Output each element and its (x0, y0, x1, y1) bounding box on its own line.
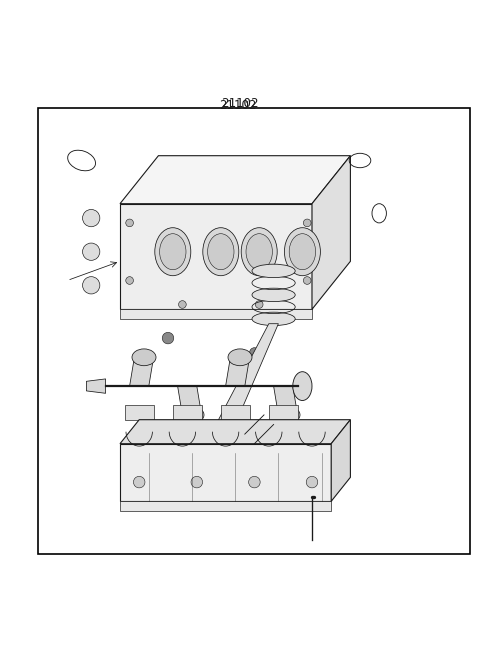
Polygon shape (269, 405, 298, 420)
Text: 21102: 21102 (219, 99, 256, 112)
Circle shape (162, 332, 174, 344)
Polygon shape (331, 420, 350, 501)
Polygon shape (120, 443, 331, 501)
Circle shape (83, 277, 100, 294)
Polygon shape (86, 379, 106, 394)
Circle shape (303, 277, 311, 284)
Ellipse shape (252, 288, 295, 302)
Polygon shape (130, 357, 154, 386)
Ellipse shape (276, 407, 300, 423)
Polygon shape (120, 156, 350, 204)
Polygon shape (120, 309, 312, 319)
Circle shape (179, 301, 186, 308)
Polygon shape (120, 420, 350, 443)
Polygon shape (173, 405, 202, 420)
Polygon shape (226, 357, 250, 386)
Ellipse shape (211, 420, 240, 439)
Circle shape (133, 476, 145, 488)
Text: 21102: 21102 (221, 97, 259, 110)
Ellipse shape (252, 312, 295, 326)
Circle shape (83, 243, 100, 260)
Polygon shape (274, 386, 298, 415)
Polygon shape (120, 204, 312, 309)
Ellipse shape (132, 349, 156, 366)
Ellipse shape (252, 264, 295, 278)
Circle shape (83, 210, 100, 227)
Ellipse shape (207, 234, 234, 270)
Ellipse shape (159, 234, 186, 270)
Ellipse shape (246, 234, 273, 270)
Polygon shape (120, 501, 331, 511)
Ellipse shape (241, 228, 277, 276)
Ellipse shape (203, 228, 239, 276)
Circle shape (306, 476, 318, 488)
Circle shape (191, 476, 203, 488)
Ellipse shape (293, 372, 312, 401)
Polygon shape (312, 156, 350, 309)
Circle shape (126, 277, 133, 284)
Circle shape (249, 476, 260, 488)
Polygon shape (216, 324, 278, 424)
Circle shape (255, 301, 263, 308)
Ellipse shape (228, 349, 252, 366)
Ellipse shape (289, 234, 316, 270)
Circle shape (250, 348, 259, 357)
Polygon shape (178, 386, 202, 415)
Polygon shape (221, 405, 250, 420)
Ellipse shape (155, 228, 191, 276)
Ellipse shape (180, 407, 204, 423)
Circle shape (303, 219, 311, 227)
Circle shape (126, 219, 133, 227)
Polygon shape (125, 405, 154, 420)
Ellipse shape (284, 228, 321, 276)
